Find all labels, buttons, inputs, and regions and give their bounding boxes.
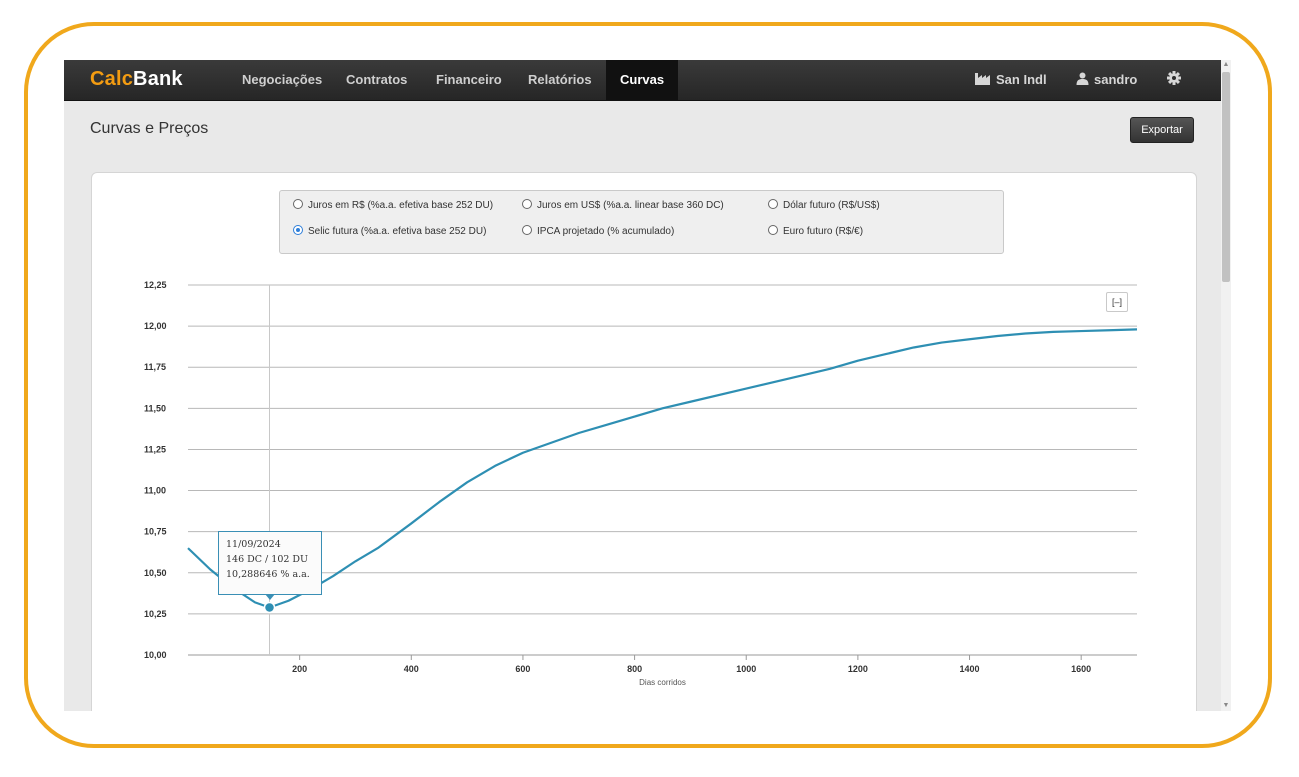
y-tick-label: 12,00 bbox=[144, 321, 167, 331]
option-label: Dólar futuro (R$/US$) bbox=[783, 200, 880, 211]
option-label: Juros em US$ (%a.a. linear base 360 DC) bbox=[537, 200, 724, 211]
radio-selic-futura[interactable] bbox=[293, 225, 303, 235]
brand-logo[interactable]: CalcBank bbox=[90, 68, 183, 91]
y-tick-label: 12,25 bbox=[144, 280, 167, 290]
x-tick-label: 1200 bbox=[848, 664, 868, 674]
settings-button[interactable] bbox=[1167, 60, 1186, 100]
option-label: Juros em R$ (%a.a. efetiva base 252 DU) bbox=[308, 200, 494, 211]
x-tick-label: 1400 bbox=[960, 664, 980, 674]
scroll-down-arrow-icon[interactable]: ▼ bbox=[1222, 702, 1230, 709]
y-tick-label: 11,50 bbox=[144, 403, 166, 413]
y-tick-label: 10,50 bbox=[144, 568, 167, 578]
chart-panel: Juros em R$ (%a.a. efetiva base 252 DU) … bbox=[91, 172, 1197, 711]
selic-curve-chart[interactable]: 10,00 10,25 10,50 10,75 11,00 11,25 11,50 11,75… bbox=[92, 173, 1196, 711]
nav-negociacoes[interactable]: Negociações bbox=[242, 72, 323, 87]
y-tick-label: 11,25 bbox=[144, 444, 166, 454]
y-tick-label: 11,75 bbox=[144, 362, 166, 372]
x-tick-label: 800 bbox=[627, 664, 642, 674]
nav-relatorios[interactable]: Relatórios bbox=[528, 72, 592, 87]
top-navbar: CalcBank Negociações Contratos Financeir… bbox=[64, 60, 1221, 101]
user-icon bbox=[1076, 61, 1089, 101]
vertical-scrollbar[interactable]: ▲ ▼ bbox=[1221, 60, 1231, 711]
radio-juros-us[interactable] bbox=[522, 199, 532, 209]
x-axis-title: Dias corridos bbox=[639, 678, 686, 687]
radio-dolar-futuro[interactable] bbox=[768, 199, 778, 209]
option-juros-us[interactable]: Juros em US$ (%a.a. linear base 360 DC) bbox=[522, 199, 724, 213]
nav-financeiro[interactable]: Financeiro bbox=[436, 72, 502, 87]
x-tick-label: 400 bbox=[404, 664, 419, 674]
chart-tooltip: 11/09/2024 146 DC / 102 DU 10,288646 % a… bbox=[218, 531, 322, 595]
company-name: San Indl bbox=[996, 72, 1047, 87]
y-tick-label: 10,75 bbox=[144, 527, 167, 537]
page-title: Curvas e Preços bbox=[90, 120, 209, 137]
option-label: Selic futura (%a.a. efetiva base 252 DU) bbox=[308, 226, 487, 237]
tooltip-pointer bbox=[265, 594, 275, 600]
export-button[interactable]: Exportar bbox=[1130, 117, 1194, 143]
scroll-up-arrow-icon[interactable]: ▲ bbox=[1222, 61, 1230, 68]
curve-options: Juros em R$ (%a.a. efetiva base 252 DU) … bbox=[279, 190, 1004, 254]
tooltip-date: 11/09/2024 bbox=[226, 539, 281, 550]
x-tick-label: 1600 bbox=[1071, 664, 1091, 674]
radio-ipca[interactable] bbox=[522, 225, 532, 235]
x-tick-label: 600 bbox=[515, 664, 530, 674]
radio-juros-rs[interactable] bbox=[293, 199, 303, 209]
selic-curve-line bbox=[187, 328, 1138, 609]
brand-part1: Calc bbox=[90, 68, 134, 90]
x-tick-label: 200 bbox=[292, 664, 307, 674]
highlight-point bbox=[263, 601, 276, 614]
brand-part2: Bank bbox=[133, 68, 183, 90]
user-name: sandro bbox=[1094, 72, 1138, 87]
y-tick-label: 10,00 bbox=[144, 650, 167, 660]
factory-icon bbox=[975, 61, 991, 101]
browser-viewport: CalcBank Negociações Contratos Financeir… bbox=[64, 60, 1221, 711]
option-label: Euro futuro (R$/€) bbox=[783, 226, 864, 237]
user-menu[interactable]: sandro bbox=[1076, 60, 1137, 100]
option-ipca[interactable]: IPCA projetado (% acumulado) bbox=[522, 225, 674, 239]
option-euro-futuro[interactable]: Euro futuro (R$/€) bbox=[768, 225, 863, 239]
gear-icon bbox=[1167, 61, 1181, 101]
chart-reset-button[interactable]: [–] bbox=[1106, 292, 1128, 312]
radio-euro-futuro[interactable] bbox=[768, 225, 778, 235]
nav-contratos[interactable]: Contratos bbox=[346, 72, 408, 87]
option-selic-futura[interactable]: Selic futura (%a.a. efetiva base 252 DU) bbox=[293, 225, 486, 239]
nav-curvas[interactable]: Curvas bbox=[606, 60, 679, 100]
company-selector[interactable]: San Indl bbox=[975, 60, 1047, 100]
option-label: IPCA projetado (% acumulado) bbox=[537, 226, 675, 237]
option-dolar-futuro[interactable]: Dólar futuro (R$/US$) bbox=[768, 199, 880, 213]
scrollbar-thumb[interactable] bbox=[1222, 72, 1230, 282]
option-juros-rs[interactable]: Juros em R$ (%a.a. efetiva base 252 DU) bbox=[293, 199, 493, 213]
tooltip-days: 146 DC / 102 DU bbox=[226, 554, 309, 565]
y-tick-label: 10,25 bbox=[144, 609, 167, 619]
y-tick-label: 11,00 bbox=[144, 486, 166, 496]
tooltip-value: 10,288646 % a.a. bbox=[226, 569, 310, 580]
x-tick-label: 1000 bbox=[736, 664, 756, 674]
